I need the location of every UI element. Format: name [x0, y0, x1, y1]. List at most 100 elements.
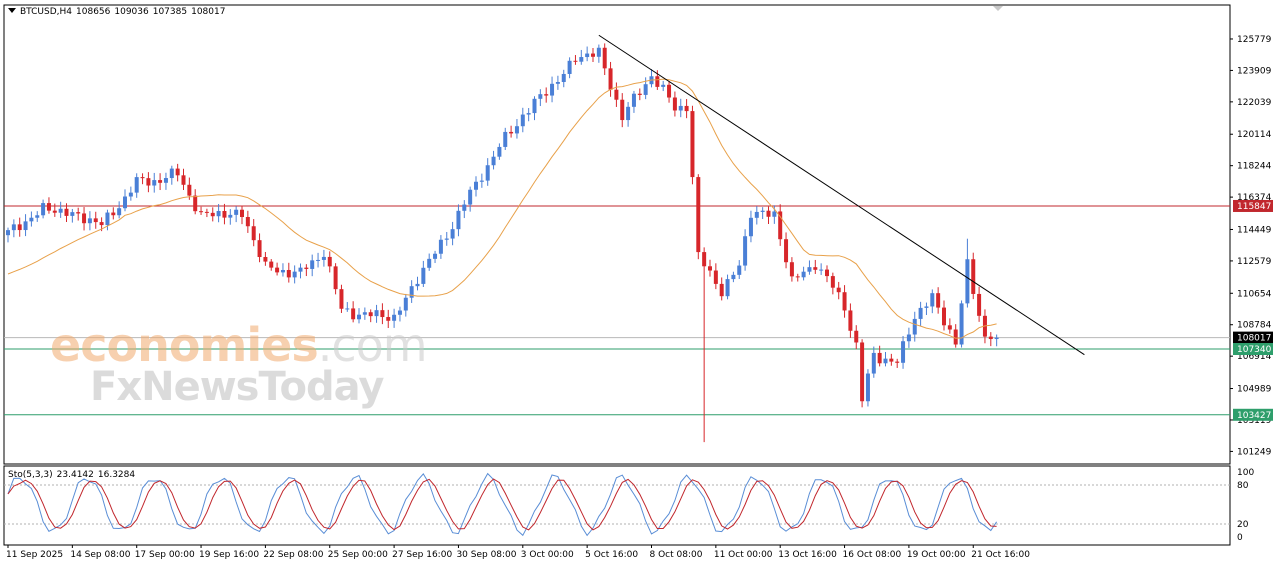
candle-body — [696, 177, 701, 253]
candle-body — [123, 196, 127, 209]
candle-body — [520, 114, 525, 127]
candle-body — [702, 252, 707, 267]
candle-body — [117, 208, 122, 216]
candle-body — [70, 212, 75, 216]
candle-body — [596, 47, 601, 57]
stochastic-d-value: 16.3284 — [97, 470, 136, 480]
candle-body — [643, 84, 648, 95]
symbol-label: BTCUSD,H4 — [20, 7, 73, 17]
candle-body — [316, 259, 321, 261]
candle-body — [204, 211, 209, 213]
candle-body — [994, 337, 999, 340]
candle-body — [550, 83, 555, 96]
candle-body — [35, 215, 40, 218]
candle-body — [234, 209, 239, 215]
candle-body — [965, 259, 970, 304]
candle-body — [140, 177, 145, 179]
candle-body — [415, 283, 420, 287]
candle-body — [678, 105, 683, 111]
candle-body — [263, 257, 268, 262]
price-label: 103427 — [1237, 411, 1271, 421]
candle-body — [573, 60, 578, 62]
candle-body — [871, 352, 876, 374]
candle-body — [924, 306, 929, 308]
x-tick-label: 5 Oct 16:00 — [585, 550, 638, 560]
candle-body — [760, 210, 765, 212]
stochastic-tick-label: 100 — [1237, 468, 1254, 478]
candle-body — [988, 336, 993, 340]
moving-average-line — [7, 78, 997, 339]
candle-body — [503, 131, 508, 147]
low-value: 107385 — [152, 7, 188, 17]
candle-body — [906, 334, 911, 342]
candle-body — [953, 329, 958, 345]
candle-body — [199, 211, 204, 213]
candle-body — [901, 341, 906, 363]
candle-body — [29, 217, 34, 222]
candle-body — [76, 212, 81, 214]
candle-body — [175, 168, 180, 176]
candle-body — [99, 222, 104, 226]
candle-body — [58, 208, 63, 213]
main-panel-frame — [3, 4, 1231, 465]
candle-body — [526, 113, 531, 115]
candle-body — [708, 266, 712, 271]
candle-body — [163, 178, 168, 183]
candle-body — [813, 267, 818, 270]
candle-body — [327, 256, 332, 267]
x-tick-label: 11 Sep 2025 — [6, 550, 63, 560]
candle-body — [339, 289, 344, 309]
candle-body — [240, 209, 244, 218]
x-tick-label: 19 Sep 16:00 — [199, 550, 259, 560]
candle-body — [509, 131, 514, 134]
candle-body — [836, 287, 841, 293]
candle-body — [614, 89, 619, 100]
candle-body — [105, 212, 110, 226]
candle-body — [491, 156, 496, 166]
price-header: BTCUSD,H4 108656 109036 107385 108017 — [8, 7, 229, 17]
candle-body — [690, 111, 695, 178]
candle-body — [795, 276, 800, 278]
candle-body — [912, 318, 917, 335]
candle-body — [169, 168, 174, 179]
candle-body — [351, 308, 356, 320]
candle-body — [825, 269, 829, 277]
candle-body — [778, 211, 783, 240]
candle-body — [82, 213, 87, 224]
x-tick-label: 25 Sep 00:00 — [328, 550, 388, 560]
candle-body — [6, 230, 10, 236]
candle-body — [222, 210, 227, 218]
stochastic-k-value: 23.4142 — [56, 470, 94, 480]
candle-body — [421, 267, 426, 284]
candle-body — [865, 373, 870, 402]
candle-body — [977, 293, 982, 316]
candle-body — [895, 361, 900, 363]
stochastic-tick-label: 0 — [1237, 533, 1243, 543]
candle-body — [655, 76, 660, 87]
candle-body — [942, 307, 946, 326]
candle-body — [848, 310, 853, 331]
y-tick-label: 125779 — [1237, 35, 1272, 45]
y-tick-label: 123909 — [1237, 66, 1272, 76]
open-value: 108656 — [76, 7, 111, 17]
candle-body — [544, 94, 549, 96]
y-tick-label: 110654 — [1237, 289, 1272, 299]
candle-body — [146, 178, 151, 186]
collapse-triangle-icon[interactable] — [8, 8, 16, 13]
candle-body — [345, 308, 350, 310]
x-tick-label: 14 Sep 08:00 — [70, 550, 130, 560]
candle-body — [555, 82, 560, 84]
candle-body — [877, 352, 882, 364]
candle-body — [801, 271, 806, 278]
x-tick-label: 16 Oct 08:00 — [843, 550, 902, 560]
stochastic-k-line — [7, 472, 998, 537]
candle-body — [626, 106, 631, 121]
candle-body — [725, 279, 730, 297]
candle-body — [684, 105, 689, 112]
y-tick-label: 120114 — [1237, 130, 1272, 140]
candle-body — [485, 165, 490, 181]
stochastic-tick-label: 80 — [1237, 481, 1249, 491]
candle-body — [807, 267, 812, 272]
y-tick-label: 108784 — [1237, 321, 1272, 331]
